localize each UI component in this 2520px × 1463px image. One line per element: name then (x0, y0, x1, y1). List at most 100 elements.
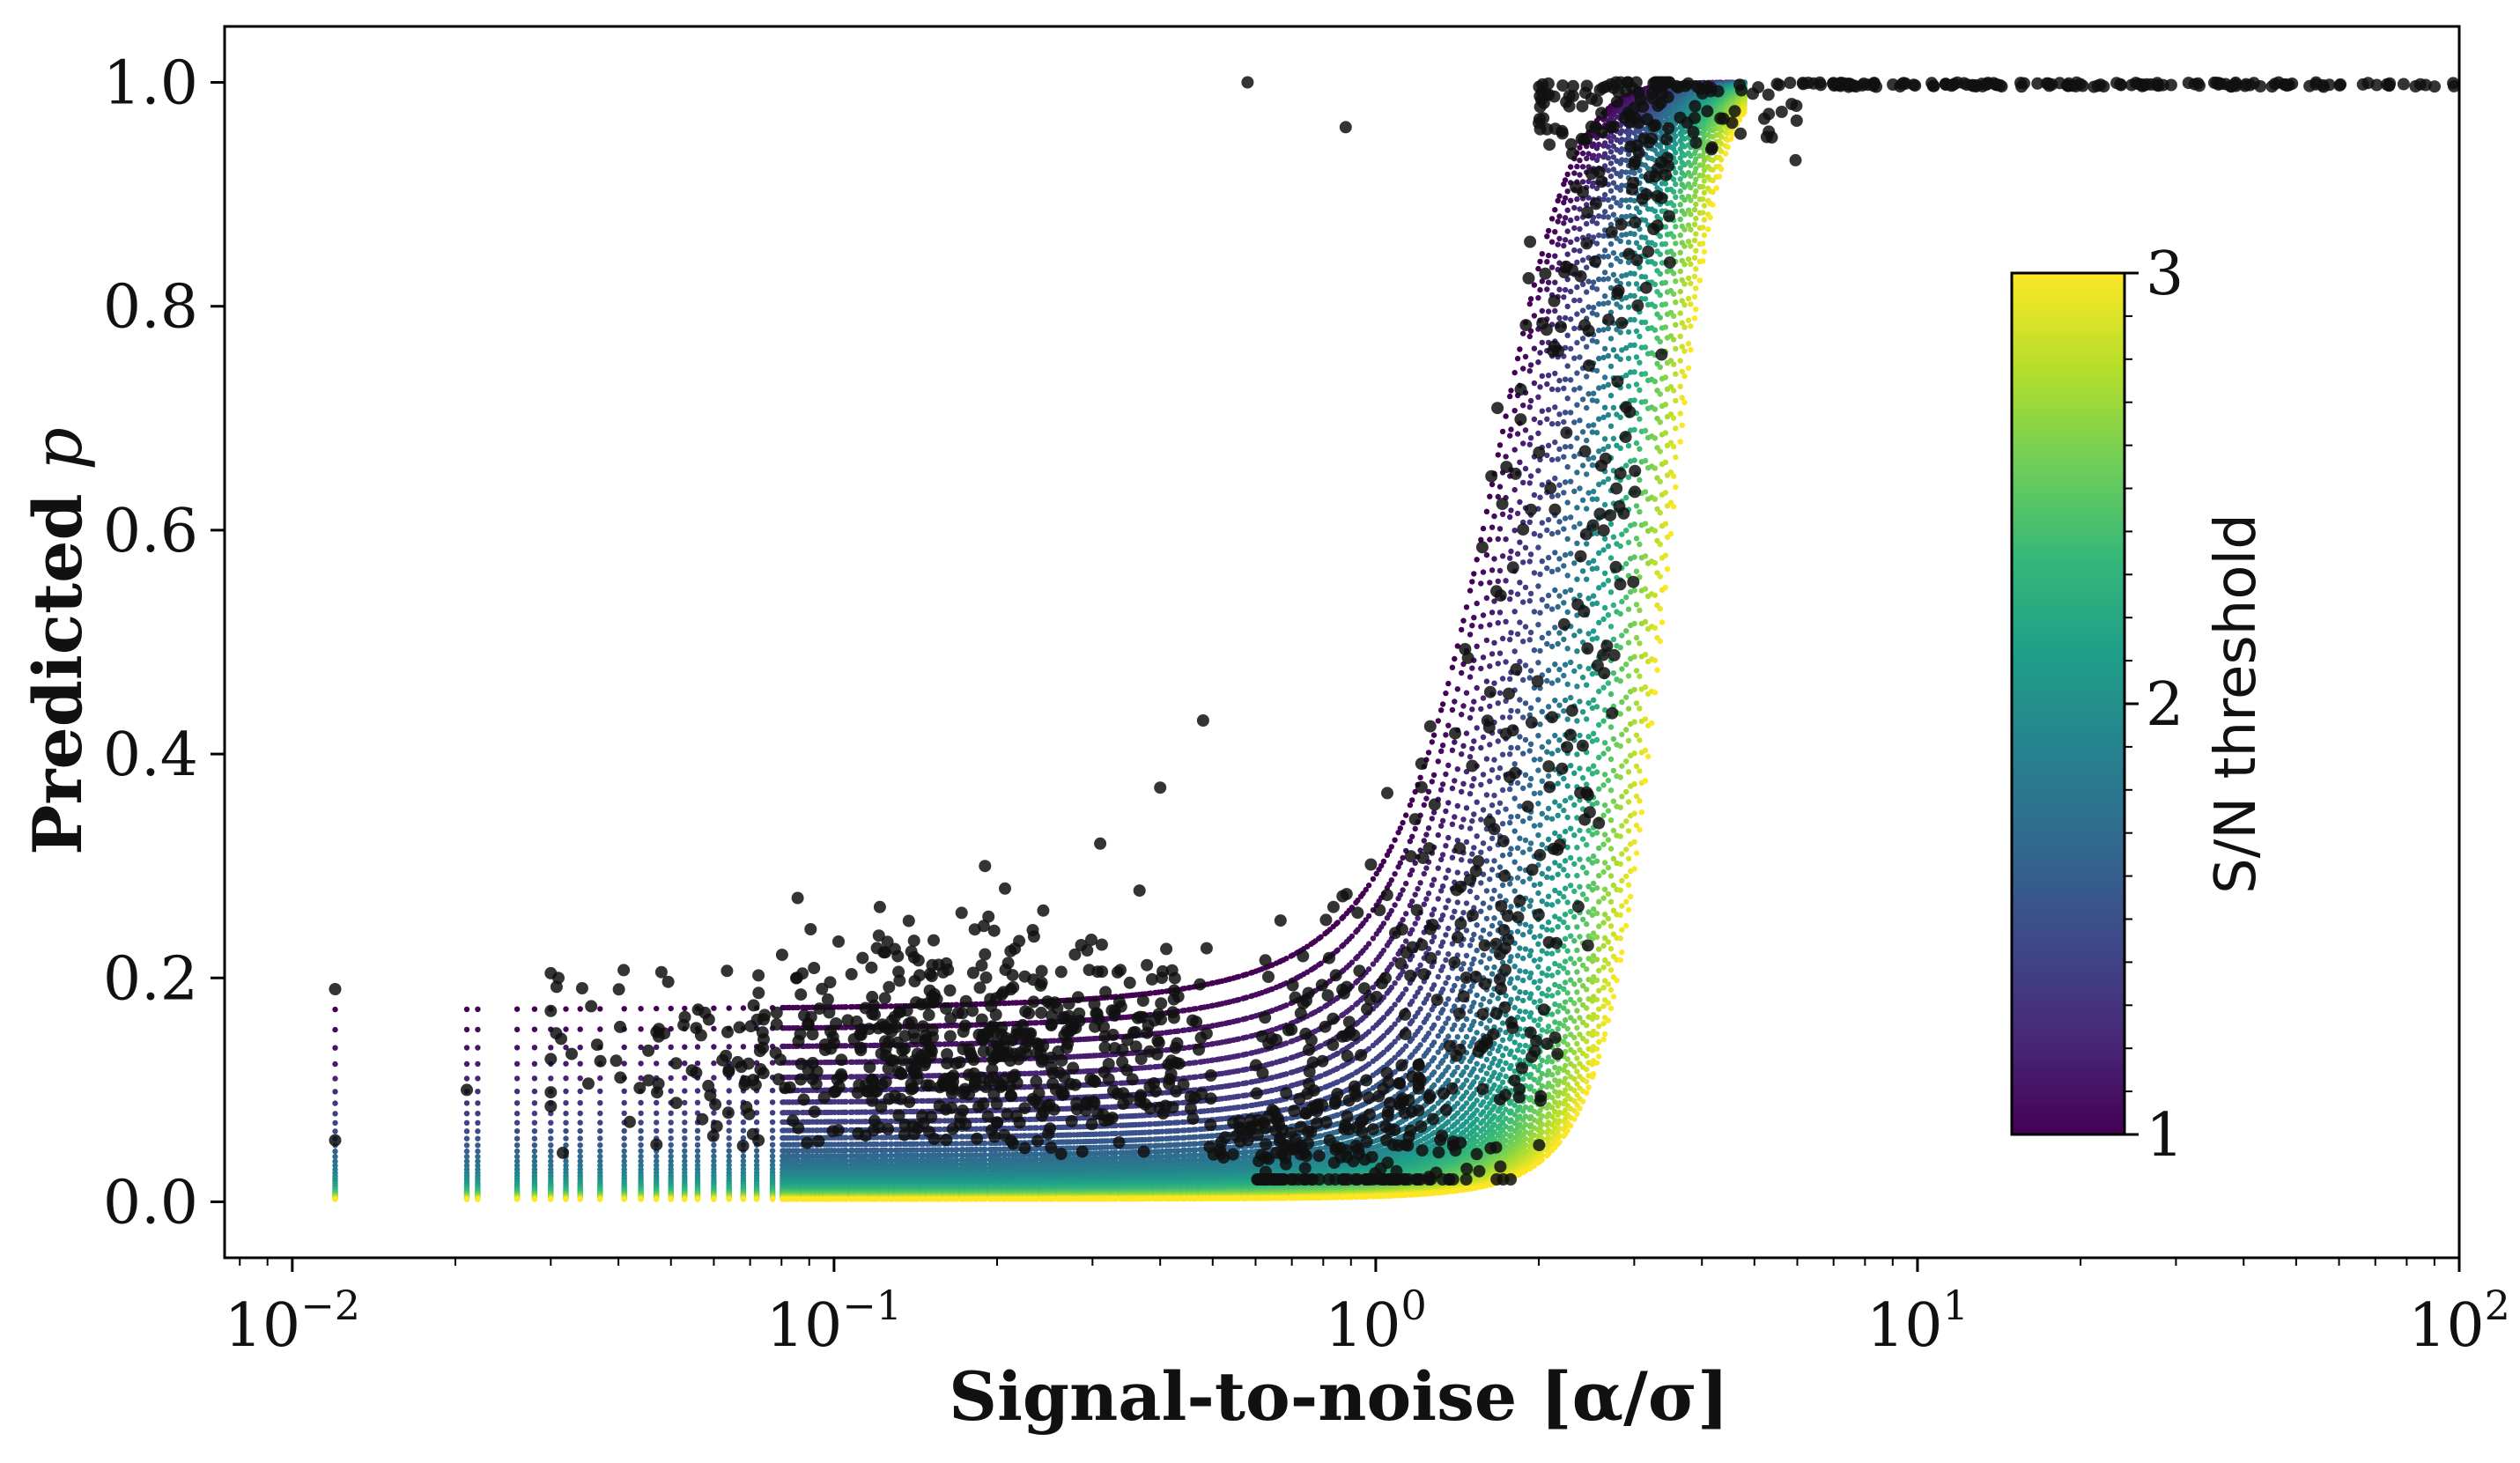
model-point (1467, 966, 1474, 972)
model-point (577, 1135, 583, 1142)
model-point (475, 1128, 481, 1134)
model-point (668, 1148, 674, 1155)
model-point (1535, 583, 1541, 589)
model-point (1574, 402, 1580, 408)
model-point (1460, 780, 1467, 787)
model-point (1438, 823, 1445, 829)
model-point (1415, 885, 1421, 892)
model-point (682, 1148, 688, 1154)
model-point (1593, 286, 1600, 292)
model-point (1495, 700, 1502, 706)
model-point (1507, 514, 1513, 521)
model-point (1610, 211, 1617, 218)
model-point (577, 1006, 583, 1012)
model-point (1443, 1001, 1449, 1008)
model-point (1496, 864, 1504, 870)
model-point (1460, 1023, 1467, 1029)
model-point (514, 1100, 521, 1106)
model-point (1499, 882, 1506, 889)
model-point (1539, 482, 1546, 488)
model-point (1503, 454, 1509, 460)
model-point (682, 1119, 688, 1126)
model-point (1544, 286, 1550, 292)
model-point (1478, 624, 1484, 630)
model-point (1556, 286, 1563, 292)
model-point (463, 1111, 470, 1117)
model-point (1503, 618, 1509, 624)
model-point (638, 1127, 644, 1134)
model-point (1585, 151, 1592, 157)
model-point (1522, 662, 1529, 669)
model-point (1508, 846, 1514, 852)
model-point (1491, 513, 1497, 520)
model-point (1574, 236, 1580, 242)
model-point (769, 1110, 776, 1116)
model-point (1526, 748, 1533, 754)
model-point (954, 1001, 960, 1008)
model-point (475, 1148, 481, 1155)
model-point (1548, 568, 1556, 575)
model-point (1400, 917, 1406, 923)
model-point (1449, 706, 1456, 713)
model-point (1548, 606, 1556, 612)
model-point (1568, 164, 1574, 170)
model-point (475, 1045, 481, 1051)
model-point (1571, 297, 1578, 304)
model-point (1577, 297, 1583, 304)
model-curve (332, 79, 1748, 1106)
model-point (577, 1060, 583, 1067)
model-point (1495, 536, 1502, 543)
model-point (1507, 751, 1513, 757)
model-point (668, 1044, 674, 1051)
model-point (694, 1088, 701, 1094)
model-point (1283, 956, 1290, 962)
model-point (1463, 900, 1470, 906)
model-point (1537, 350, 1543, 356)
model-point (1491, 757, 1497, 763)
model-point (1435, 1015, 1442, 1022)
model-point (1439, 939, 1446, 945)
model-point (1531, 416, 1538, 423)
model-curve (332, 79, 1748, 1095)
model-point (1499, 428, 1506, 435)
model-point (1430, 1022, 1437, 1029)
model-point (682, 1142, 688, 1149)
model-point (1520, 403, 1526, 409)
model-point (463, 1075, 470, 1082)
model-point (1463, 1016, 1470, 1023)
model-point (1545, 407, 1552, 413)
model-point (1417, 962, 1423, 969)
model-point (1555, 492, 1561, 499)
model-point (531, 1075, 538, 1082)
model-point (1556, 314, 1563, 321)
model-point (1392, 871, 1398, 877)
model-point (1574, 435, 1580, 441)
model-point (1556, 377, 1563, 384)
model-point (1454, 899, 1461, 905)
model-point (1463, 952, 1470, 959)
model-point (883, 1003, 890, 1009)
model-point (1508, 630, 1514, 636)
model-point (1555, 456, 1561, 462)
model-point (1552, 229, 1558, 235)
model-point (1552, 253, 1558, 259)
model-point (514, 1088, 521, 1095)
model-point (1579, 257, 1586, 263)
model-point (711, 1025, 717, 1032)
model-point (1564, 228, 1570, 234)
model-point (1526, 441, 1533, 447)
model-point (1365, 1029, 1372, 1035)
model-point (597, 1119, 603, 1126)
model-point (597, 1075, 603, 1082)
model-point (711, 1005, 717, 1011)
model-point (682, 1099, 688, 1106)
model-point (577, 1142, 583, 1149)
model-point (1483, 756, 1490, 762)
model-point (1480, 952, 1487, 958)
model-point (726, 1153, 732, 1159)
model-point (1555, 420, 1561, 427)
model-point (1514, 591, 1521, 597)
model-point (514, 1142, 521, 1149)
model-point (1562, 515, 1569, 521)
model-point (548, 1045, 554, 1051)
